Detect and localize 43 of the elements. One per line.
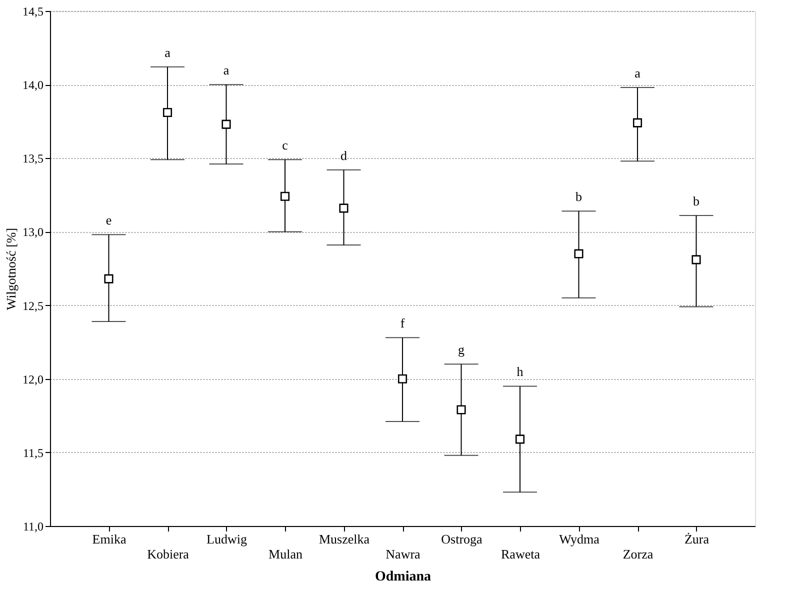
x-tick-label: Emika — [92, 532, 126, 546]
y-tick-label: 14,5 — [22, 4, 44, 18]
x-tick-label: Zorza — [622, 546, 654, 562]
annotation: a — [634, 66, 641, 81]
x-tick-label: Nawra — [386, 546, 421, 562]
annotation: h — [516, 364, 524, 380]
point — [104, 274, 114, 284]
x-tick-label: Kobiera — [147, 546, 190, 562]
y-tick-label: 14,0 — [22, 78, 44, 92]
x-tick-label: Mulan — [268, 546, 303, 562]
x-axis-title: Odmiana — [374, 570, 432, 584]
annotation: a — [223, 62, 230, 78]
point — [398, 374, 408, 384]
annotation: c — [282, 138, 288, 153]
y-tick-label: 11,0 — [22, 520, 44, 534]
y-tick-label: 13,5 — [22, 152, 44, 166]
annotation: f — [400, 316, 406, 331]
y-tick-label: 13,0 — [22, 225, 44, 240]
annotation: g — [458, 342, 465, 358]
y-tick-label: 12,0 — [22, 372, 44, 386]
x-tick-label: Wydma — [559, 532, 600, 546]
point — [632, 118, 642, 128]
x-tick-label: Ostroga — [441, 532, 483, 546]
point — [456, 405, 466, 414]
annotation: b — [576, 189, 582, 204]
annotation: d — [340, 148, 348, 163]
point — [515, 434, 525, 444]
x-tick-label: Ludwig — [206, 532, 248, 546]
y-tick-label: 11,5 — [22, 446, 44, 460]
x-tick-label: Muszelka — [318, 532, 370, 546]
annotation: a — [164, 44, 171, 60]
x-tick-label: Żura — [684, 532, 710, 546]
annotation: e — [106, 212, 112, 228]
x-tick-label: Raweta — [501, 546, 540, 562]
point — [162, 108, 172, 118]
point — [222, 120, 231, 129]
annotation: b — [693, 194, 700, 209]
point — [574, 249, 584, 258]
point — [280, 192, 290, 201]
y-tick-label: 12,5 — [22, 298, 44, 313]
point — [339, 204, 348, 213]
point — [692, 255, 701, 264]
y-axis-title: Wilgotność [%] — [4, 228, 18, 310]
